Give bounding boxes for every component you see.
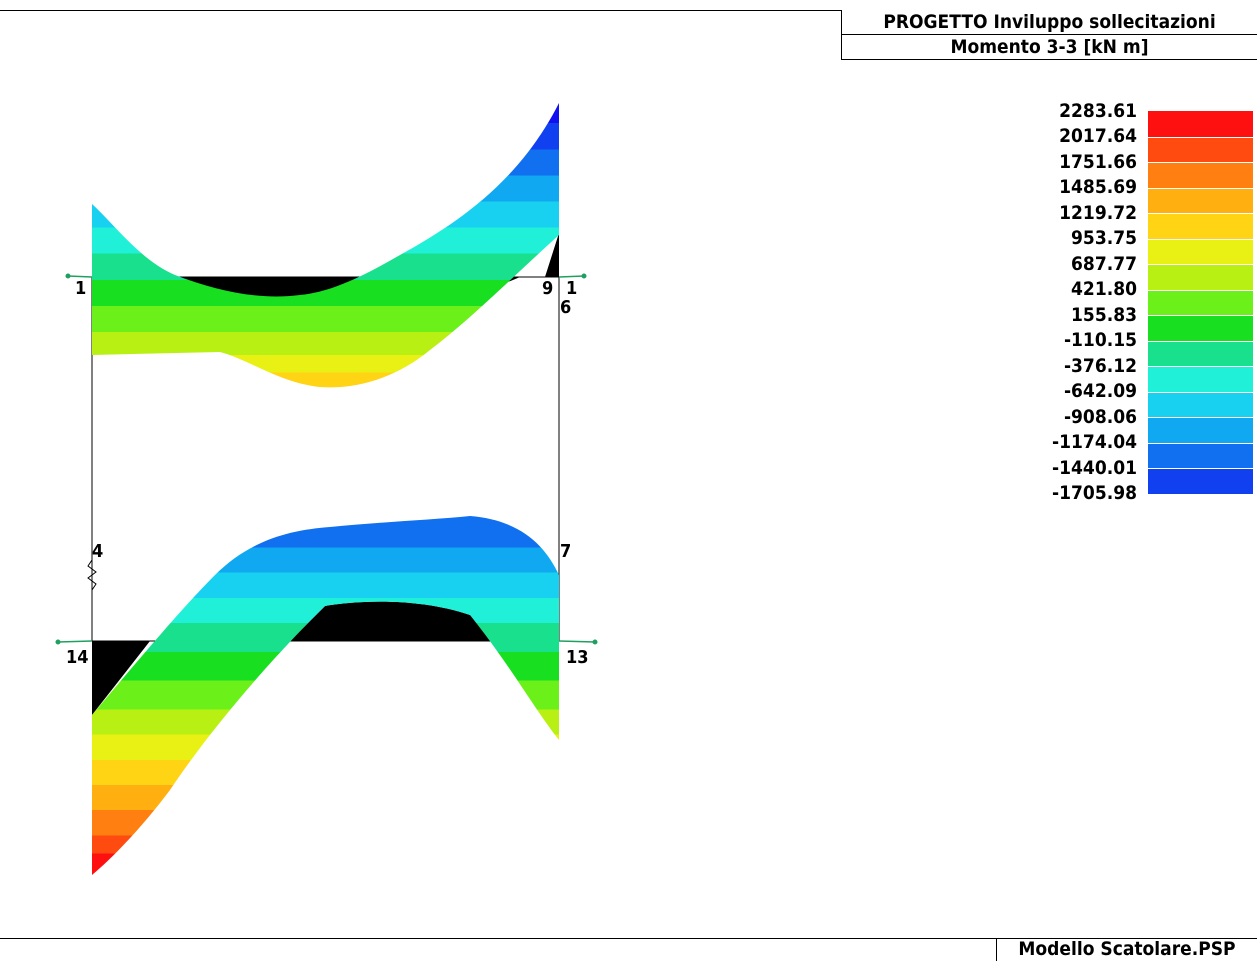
legend-color-band bbox=[1148, 366, 1253, 392]
legend-separator bbox=[1148, 366, 1253, 367]
model-filename: Modello Scatolare.PSP bbox=[996, 938, 1257, 961]
legend-color-band bbox=[1148, 136, 1253, 163]
legend-value: -1174.04 bbox=[1052, 431, 1137, 453]
legend-color-band bbox=[1148, 238, 1253, 265]
legend-separator bbox=[1148, 315, 1253, 316]
legend-color-band bbox=[1148, 468, 1253, 494]
legend-separator bbox=[1148, 468, 1253, 469]
legend-separator bbox=[1148, 340, 1253, 342]
legend-separator bbox=[1148, 289, 1253, 291]
legend-color-band bbox=[1148, 417, 1253, 443]
restraint-left-top bbox=[65, 273, 93, 279]
legend-value: 687.77 bbox=[1071, 253, 1137, 275]
bottom-rule bbox=[0, 938, 1257, 939]
legend-value: 1219.72 bbox=[1059, 202, 1137, 224]
legend-separator bbox=[1148, 136, 1253, 138]
legend-value: 2283.61 bbox=[1059, 100, 1137, 122]
bottom-slab-envelope bbox=[92, 516, 559, 875]
legend-separator bbox=[1148, 264, 1253, 265]
legend-separator bbox=[1148, 417, 1253, 418]
legend-value: 2017.64 bbox=[1059, 125, 1137, 147]
legend-value: -642.09 bbox=[1063, 380, 1137, 402]
diagram-title: PROGETTO Inviluppo sollecitazioni bbox=[842, 10, 1257, 35]
legend-value: 1485.69 bbox=[1059, 176, 1137, 198]
legend-color-band bbox=[1148, 340, 1253, 367]
legend-value: -1440.01 bbox=[1052, 457, 1137, 479]
node-label: 1 bbox=[75, 278, 86, 299]
diagram-subtitle: Momento 3-3 [kN m] bbox=[950, 36, 1149, 58]
spring-support-icon bbox=[87, 559, 97, 591]
legend-color-band bbox=[1148, 264, 1253, 290]
restraint-right-bottom bbox=[558, 639, 598, 645]
node-label: 9 bbox=[542, 278, 553, 299]
legend-color-band bbox=[1148, 391, 1253, 418]
legend-color-band bbox=[1148, 289, 1253, 316]
legend-separator bbox=[1148, 238, 1253, 240]
node-label: 1 bbox=[566, 278, 577, 299]
restraint-left-bottom bbox=[55, 639, 93, 645]
legend-value: 155.83 bbox=[1071, 304, 1137, 326]
legend-value: -110.15 bbox=[1063, 329, 1137, 351]
legend-value: -1705.98 bbox=[1052, 482, 1137, 504]
top-rule bbox=[0, 10, 841, 11]
legend-color-band bbox=[1148, 162, 1253, 188]
legend-color-band bbox=[1148, 213, 1253, 239]
title-block: PROGETTO Inviluppo sollecitazioni Moment… bbox=[841, 10, 1257, 60]
legend-separator bbox=[1148, 213, 1253, 214]
legend-color-band bbox=[1148, 187, 1253, 214]
top-slab-envelope bbox=[92, 103, 559, 388]
bottom-slab-envelope-min bbox=[92, 601, 520, 715]
legend-separator bbox=[1148, 391, 1253, 393]
legend-color-band bbox=[1148, 315, 1253, 341]
legend-color-band bbox=[1148, 442, 1253, 469]
legend-separator bbox=[1148, 442, 1253, 444]
node-label: 13 bbox=[566, 647, 589, 668]
legend-color-band bbox=[1148, 111, 1253, 137]
legend-value: -376.12 bbox=[1063, 355, 1137, 377]
legend-value: 1751.66 bbox=[1059, 151, 1137, 173]
node-label: 6 bbox=[560, 297, 571, 318]
node-label: 7 bbox=[560, 541, 571, 562]
node-label: 14 bbox=[66, 647, 89, 668]
restraint-right-top bbox=[558, 273, 587, 279]
legend-value: -908.06 bbox=[1063, 406, 1137, 428]
legend-value: 421.80 bbox=[1071, 278, 1137, 300]
node-label: 4 bbox=[92, 541, 103, 562]
legend-separator bbox=[1148, 162, 1253, 163]
legend-value: 953.75 bbox=[1071, 227, 1137, 249]
legend-separator bbox=[1148, 187, 1253, 189]
